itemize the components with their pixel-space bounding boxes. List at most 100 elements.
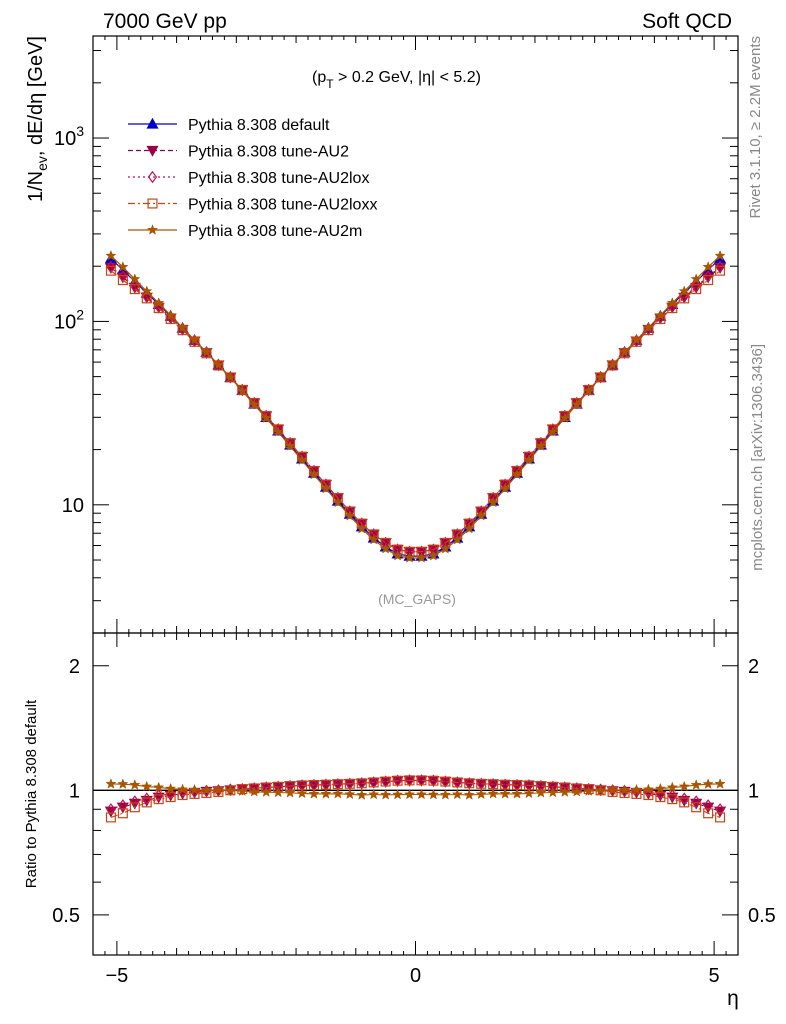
ratio-point-1 — [380, 775, 391, 788]
series-point-4 — [606, 358, 619, 370]
series-point-3 — [703, 275, 714, 286]
ratio-point-3 — [523, 787, 535, 799]
ratio-point-1 — [130, 795, 140, 808]
ratio-point-3 — [427, 788, 440, 800]
y-tick-base: 10 — [54, 128, 76, 150]
series-point-2 — [548, 423, 558, 436]
annotation-sub: T — [326, 77, 334, 91]
series-point-4 — [320, 482, 332, 494]
series-point-4 — [260, 412, 272, 423]
ratio-point-2 — [380, 776, 391, 787]
ratio-point-2 — [691, 802, 702, 813]
series-point-4 — [511, 468, 523, 480]
series-point-4 — [248, 398, 260, 410]
ratio-point-2 — [153, 794, 164, 805]
ratio-point-3 — [212, 784, 225, 796]
series-point-2 — [106, 260, 116, 274]
ratio-point-2 — [428, 775, 439, 786]
ratio-point-1 — [440, 775, 451, 788]
ratio-point-3 — [451, 788, 463, 800]
series-point-4 — [236, 384, 248, 396]
ratio-point-3 — [188, 783, 201, 795]
ratio-point-3 — [618, 784, 631, 796]
series-point-4 — [654, 309, 666, 321]
legend-marker — [146, 117, 159, 129]
series-point-2 — [118, 270, 128, 283]
ratio-point-3 — [439, 788, 451, 800]
legend-marker — [147, 170, 158, 184]
series-point-4 — [212, 358, 225, 370]
ratio-point-3 — [678, 780, 690, 792]
series-point-4 — [595, 371, 607, 383]
series-point-4 — [618, 346, 631, 357]
legend-label: Pythia 8.308 tune-AU2m — [188, 223, 362, 240]
ratio-point-3 — [284, 786, 296, 798]
ratio-point-3 — [487, 787, 499, 799]
series-line-2 — [110, 266, 721, 553]
series-point-3 — [141, 293, 152, 304]
ratio-point-1 — [428, 774, 439, 787]
series-point-4 — [308, 468, 320, 480]
ratio-point-3 — [141, 780, 153, 792]
ratio-point-1 — [703, 799, 713, 812]
ratio-point-1 — [404, 774, 415, 787]
ratio-point-3 — [654, 782, 666, 794]
ratio-point-3 — [105, 778, 117, 789]
ratio-point-1 — [715, 803, 725, 816]
ratio-point-3 — [642, 783, 655, 795]
ratio-point-3 — [248, 785, 260, 797]
ratio-point-2 — [165, 792, 176, 803]
series-point-2 — [703, 270, 713, 283]
series-point-4 — [391, 549, 404, 561]
ratio-point-1 — [237, 782, 247, 796]
series-point-4 — [583, 384, 595, 396]
ratio-point-3 — [236, 785, 248, 797]
ratio-point-1 — [667, 789, 677, 802]
ratio-point-2 — [141, 797, 152, 808]
ratio-point-1 — [392, 774, 403, 787]
ratio-point-2 — [105, 812, 116, 823]
ylabel-part-a: 1/N — [25, 171, 47, 202]
series-point-4 — [272, 425, 284, 437]
series-point-4 — [188, 334, 201, 345]
ratio-point-3 — [595, 784, 607, 796]
ratio-point-1 — [357, 777, 367, 790]
ratio-y-tick-label-left: 0.5 — [52, 905, 80, 927]
legend-marker — [146, 145, 159, 157]
series-point-4 — [415, 552, 428, 563]
ratio-point-3 — [356, 789, 368, 800]
ratio-y-axis-label: Ratio to Pythia 8.308 default — [23, 699, 40, 888]
series-point-4 — [176, 321, 189, 333]
ratio-point-2 — [464, 778, 475, 789]
ratio-point-3 — [535, 786, 547, 798]
ratio-point-3 — [630, 783, 643, 795]
series-point-4 — [153, 297, 165, 308]
series-point-4 — [284, 440, 296, 451]
ratio-point-3 — [368, 788, 380, 800]
main-series-group — [104, 249, 727, 563]
annotation-abs-open: | — [418, 69, 422, 86]
ratio-point-2 — [404, 775, 415, 786]
ratio-point-2 — [356, 778, 367, 789]
series-point-4 — [714, 249, 726, 261]
annotation-part-c: | < 5.2) — [431, 69, 481, 86]
ratio-y-tick-label-right: 1 — [748, 780, 759, 802]
ratio-point-1 — [416, 774, 427, 787]
y-tick-exponent: 3 — [76, 123, 84, 139]
ratio-point-3 — [332, 787, 344, 799]
ratio-ytick-labels: 0.5 0.5 1 1 2 2 — [52, 656, 776, 927]
series-point-4 — [344, 509, 356, 521]
series-line-1 — [110, 267, 721, 553]
ratio-point-3 — [165, 782, 177, 794]
ratio-point-3 — [511, 788, 523, 799]
ratio-point-3 — [559, 786, 571, 797]
ratio-y-tick-label-right: 0.5 — [748, 905, 776, 927]
ratio-point-2 — [368, 777, 379, 788]
series-point-4 — [380, 542, 392, 554]
analysis-watermark: (MC_GAPS) — [378, 591, 456, 607]
ratio-point-1 — [106, 803, 116, 816]
series-point-4 — [296, 454, 308, 466]
series-point-4 — [547, 425, 559, 437]
ratio-line-0 — [110, 779, 721, 812]
